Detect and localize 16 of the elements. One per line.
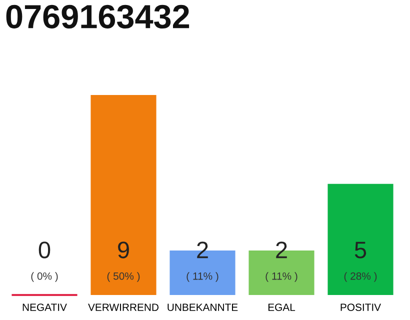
data-label: 2	[197, 242, 208, 258]
data-label: 2	[276, 242, 287, 258]
annotation: ( 28% )	[344, 272, 377, 282]
chart-title: 0769163432	[6, 4, 190, 29]
x-tick-label: UNBEKANNTE	[168, 304, 238, 311]
x-tick-label: EGAL	[268, 304, 296, 311]
x-tick-label: VERWIRREND	[88, 304, 158, 311]
data-label: 5	[354, 242, 366, 258]
annotation: ( 50% )	[107, 272, 140, 282]
annotation: ( 0% )	[31, 272, 58, 282]
x-tick-label: NEGATIV	[22, 304, 67, 311]
data-label: 0	[38, 242, 50, 258]
annotation: ( 11% )	[186, 272, 218, 282]
data-label: 9	[118, 242, 129, 258]
annotation: ( 11% )	[266, 272, 298, 282]
x-tick-label: POSITIV	[340, 304, 382, 311]
